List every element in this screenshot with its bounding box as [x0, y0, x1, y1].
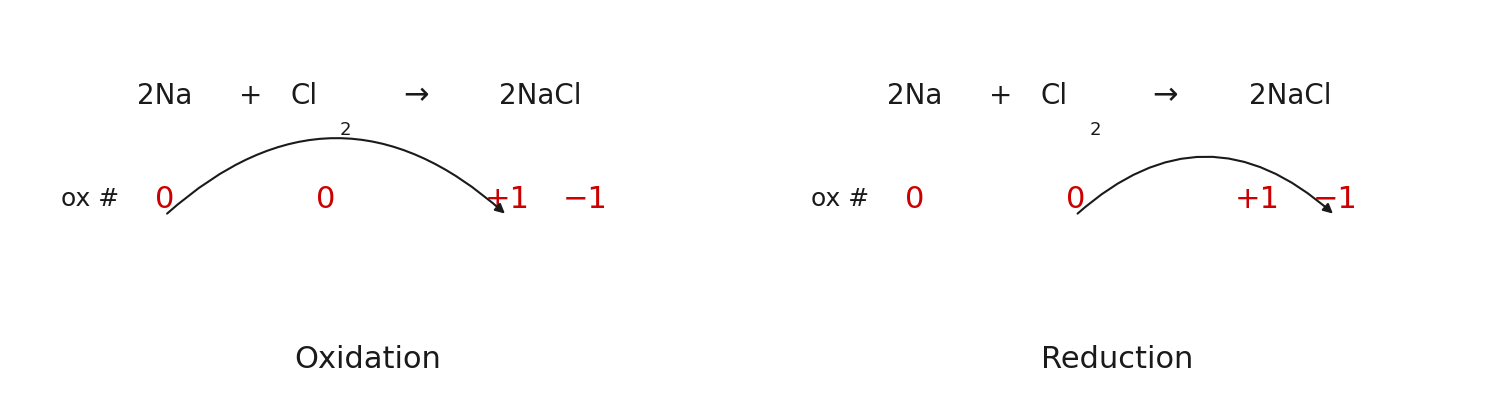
- Text: 2: 2: [1089, 120, 1101, 139]
- Text: +1: +1: [1234, 185, 1280, 214]
- Text: +1: +1: [484, 185, 530, 214]
- Text: →: →: [402, 81, 429, 110]
- Text: ox #: ox #: [62, 188, 118, 211]
- Text: 2Na: 2Na: [138, 82, 192, 110]
- Text: →: →: [1152, 81, 1179, 110]
- Text: 0: 0: [156, 185, 174, 214]
- Text: 0: 0: [906, 185, 924, 214]
- Text: Reduction: Reduction: [1041, 345, 1194, 373]
- Text: Cl: Cl: [291, 82, 318, 110]
- Text: 0: 0: [316, 185, 334, 214]
- Text: +: +: [238, 82, 262, 110]
- Text: 0: 0: [1066, 185, 1084, 214]
- Text: 2NaCl: 2NaCl: [1248, 82, 1332, 110]
- Text: +: +: [988, 82, 1012, 110]
- Text: 2: 2: [339, 120, 351, 139]
- Text: 2Na: 2Na: [888, 82, 942, 110]
- Text: Oxidation: Oxidation: [294, 345, 441, 373]
- Text: −1: −1: [562, 185, 608, 214]
- Text: Cl: Cl: [1041, 82, 1068, 110]
- Text: 2NaCl: 2NaCl: [498, 82, 582, 110]
- Text: ox #: ox #: [812, 188, 868, 211]
- Text: −1: −1: [1312, 185, 1358, 214]
